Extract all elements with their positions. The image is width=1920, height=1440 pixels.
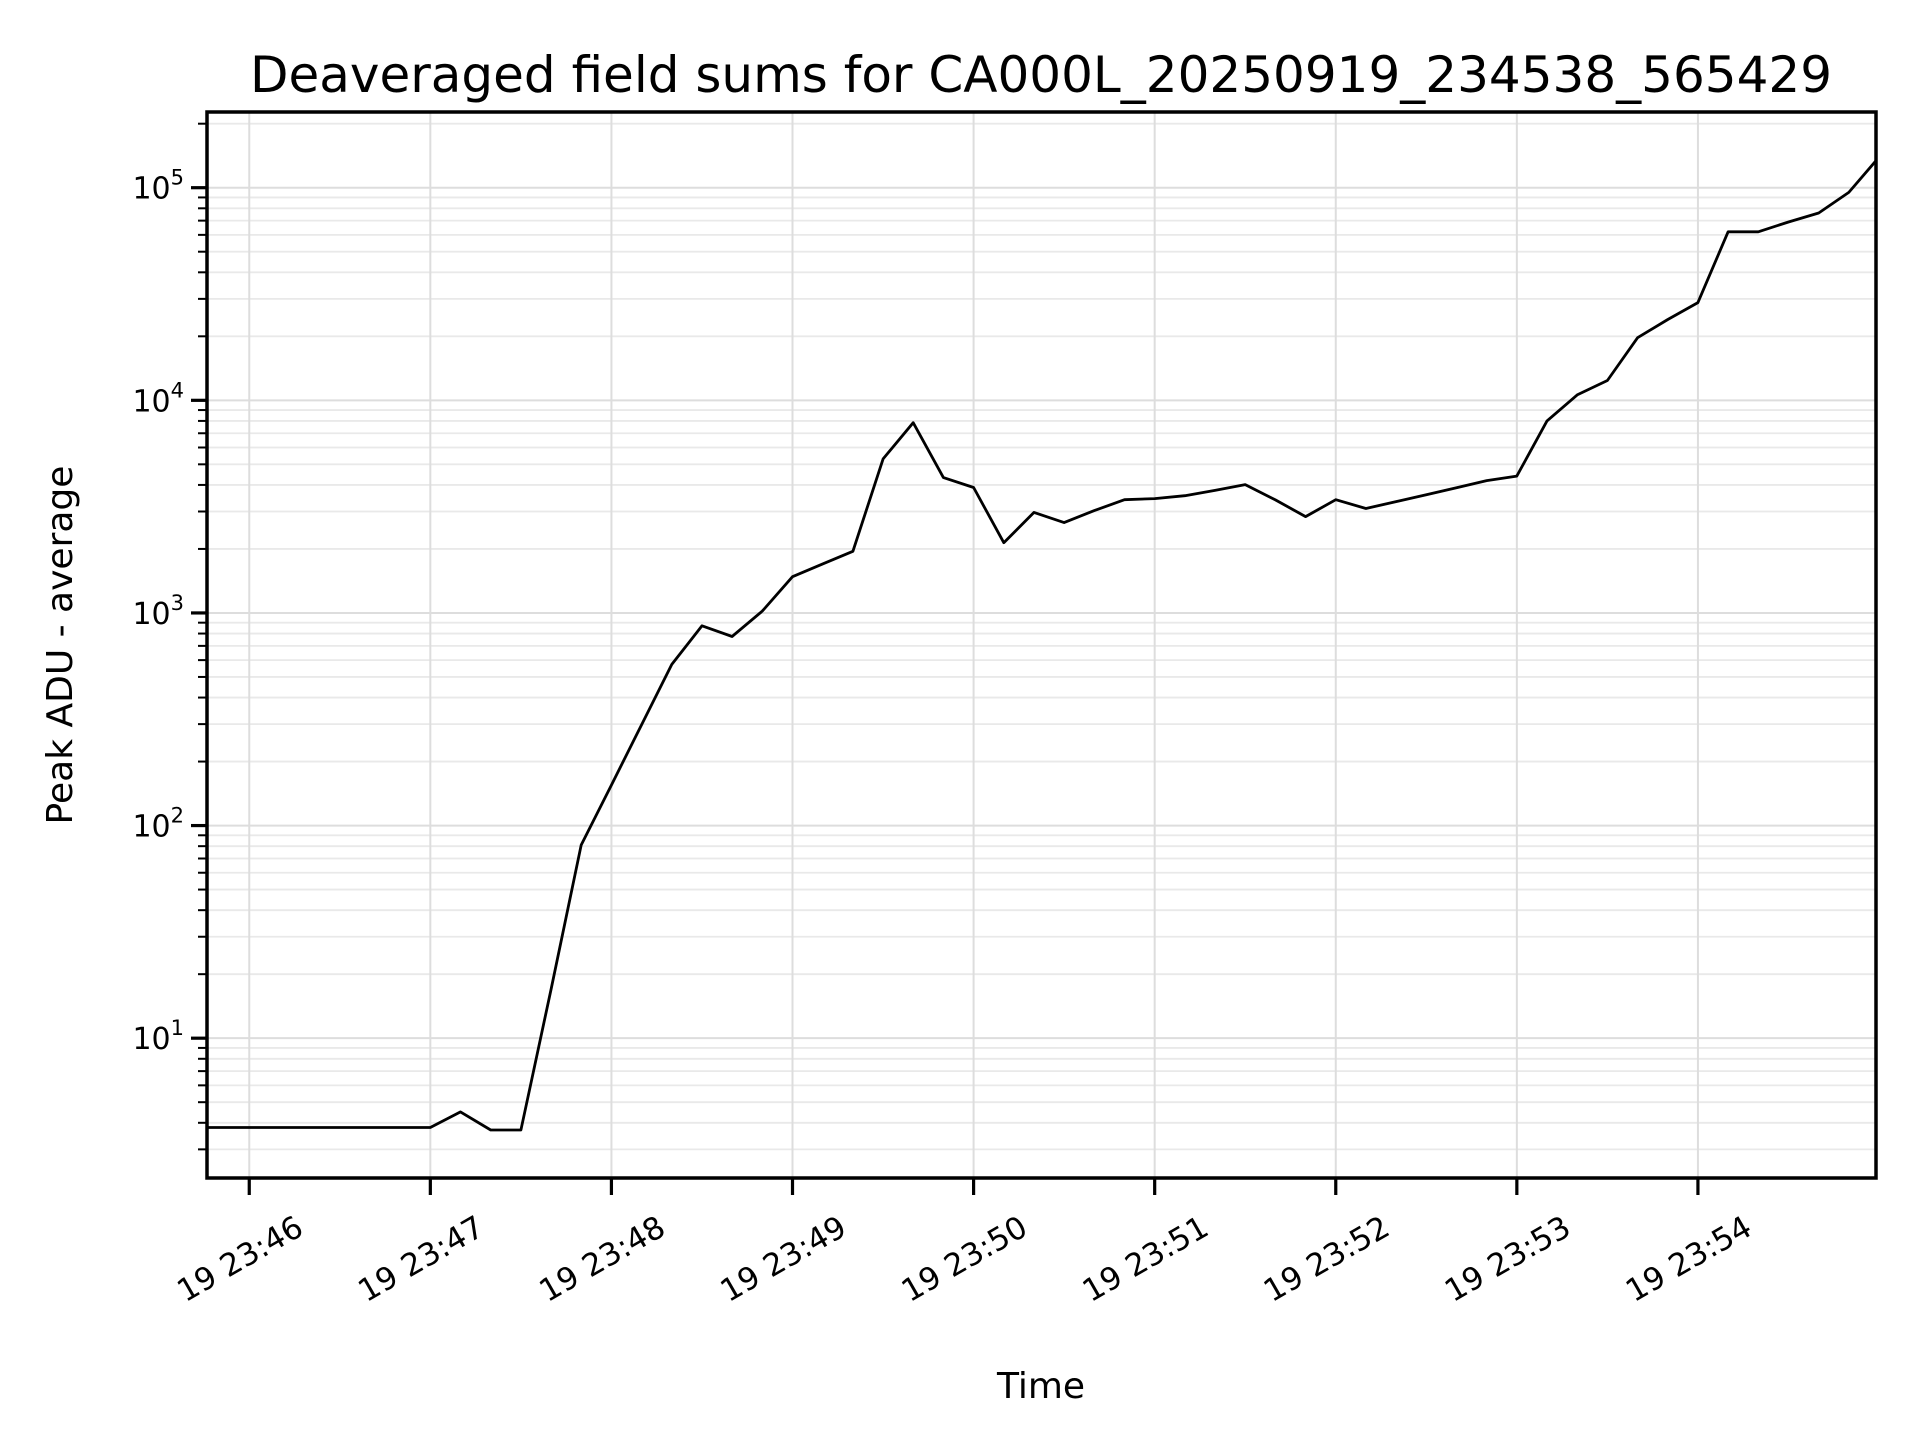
x-tick-label: 19 23:47 — [352, 1209, 490, 1309]
x-tick-label: 19 23:48 — [533, 1209, 671, 1309]
y-tick-label: 102 — [132, 804, 184, 845]
x-tick-label: 19 23:49 — [714, 1209, 852, 1309]
data-layer — [207, 159, 1876, 1132]
y-tick-label: 105 — [132, 166, 184, 207]
y-tick-label: 103 — [132, 591, 184, 632]
grid-layer — [207, 112, 1876, 1178]
axes-layer — [191, 110, 1878, 1195]
x-tick-label: 19 23:52 — [1258, 1209, 1396, 1309]
tick-label-layer: 101 102 103 104 105 19 23:46 19 23:47 19 23:48 1… — [132, 166, 1758, 1310]
x-tick-label: 19 23:54 — [1620, 1209, 1758, 1309]
y-tick-label: 101 — [132, 1016, 184, 1057]
x-tick-label: 19 23:46 — [171, 1209, 309, 1309]
plot-border — [205, 110, 1878, 1180]
data-line — [207, 159, 1876, 1132]
x-tick-label: 19 23:50 — [896, 1209, 1034, 1309]
x-axis-label: Time — [996, 1366, 1085, 1407]
chart-title: Deaveraged field sums for CA000L_2025091… — [250, 46, 1832, 104]
y-tick-label: 104 — [132, 378, 184, 419]
x-tick-label: 19 23:51 — [1077, 1209, 1215, 1309]
y-axis-label: Peak ADU - average — [40, 466, 81, 825]
x-tick-label: 19 23:53 — [1439, 1209, 1577, 1309]
